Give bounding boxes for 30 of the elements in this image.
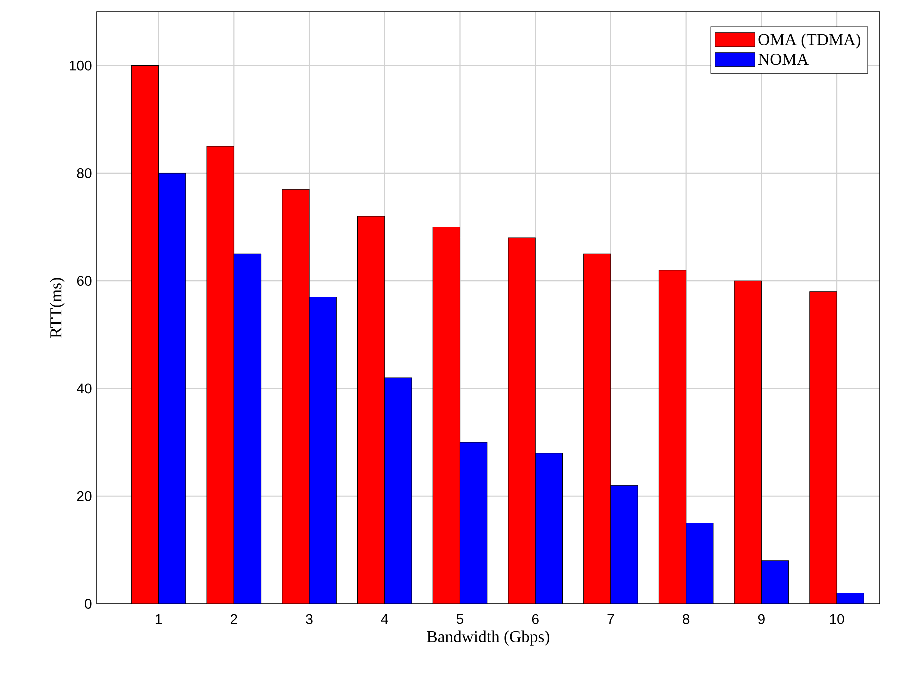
x-tick-label: 10 xyxy=(830,614,844,624)
y-tick-label: 40 xyxy=(77,384,92,394)
x-tick-label: 6 xyxy=(532,614,539,624)
y-tick-label: 100 xyxy=(70,60,92,71)
legend-label: NOMA xyxy=(758,54,809,66)
x-tick-label: 5 xyxy=(456,614,464,624)
bar xyxy=(131,66,160,604)
x-tick-label: 8 xyxy=(683,614,690,624)
y-axis-title: RTT(ms) xyxy=(50,278,66,338)
x-axis-title: Bandwidth (Gbps) xyxy=(427,630,550,646)
bar xyxy=(357,216,386,604)
y-tick-label: 60 xyxy=(77,276,92,286)
y-tick-label: 0 xyxy=(85,599,92,609)
bar xyxy=(584,254,612,604)
x-tick-label: 7 xyxy=(608,614,614,624)
bar xyxy=(658,270,687,604)
bar xyxy=(282,189,310,604)
x-tick-label: 2 xyxy=(230,614,238,624)
legend-label: OMA (TDMA) xyxy=(758,34,861,49)
y-tick-label: 20 xyxy=(77,491,92,502)
bar xyxy=(734,280,762,604)
bar xyxy=(432,227,461,604)
x-tick-label: 3 xyxy=(306,614,313,624)
bar xyxy=(206,146,234,604)
x-tick-label: 9 xyxy=(758,614,765,624)
x-tick-label: 1 xyxy=(156,614,162,624)
y-tick-label: 80 xyxy=(77,168,92,178)
bar xyxy=(508,238,536,604)
bar xyxy=(810,292,838,604)
x-tick-label: 4 xyxy=(381,614,388,624)
